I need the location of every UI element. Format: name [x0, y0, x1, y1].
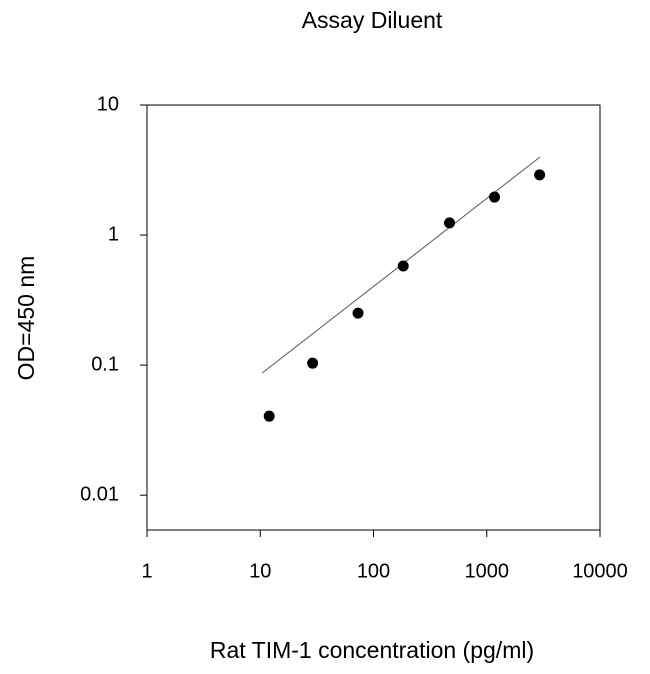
- x-tick-label: 1000: [465, 560, 510, 582]
- y-tick-label: 0.1: [91, 353, 119, 375]
- data-point: [489, 191, 501, 203]
- x-axis-label: Rat TIM-1 concentration (pg/ml): [210, 637, 534, 663]
- plot-frame: [146, 104, 601, 531]
- y-tick-label: 0.01: [80, 483, 119, 505]
- data-point: [263, 410, 275, 422]
- chart-title: Assay Diluent: [302, 7, 443, 33]
- data-point: [307, 357, 319, 369]
- x-tick-label: 10000: [572, 560, 628, 582]
- y-axis-label: OD=450 nm: [13, 256, 39, 381]
- data-point: [397, 260, 409, 272]
- x-tick-label: 1: [141, 560, 152, 582]
- data-point: [534, 169, 546, 181]
- data-point: [444, 217, 456, 229]
- x-tick-label: 100: [357, 560, 390, 582]
- data-point: [352, 307, 364, 319]
- x-tick-label: 10: [249, 560, 271, 582]
- y-tick-label: 10: [97, 93, 119, 115]
- y-tick-label: 1: [108, 223, 119, 245]
